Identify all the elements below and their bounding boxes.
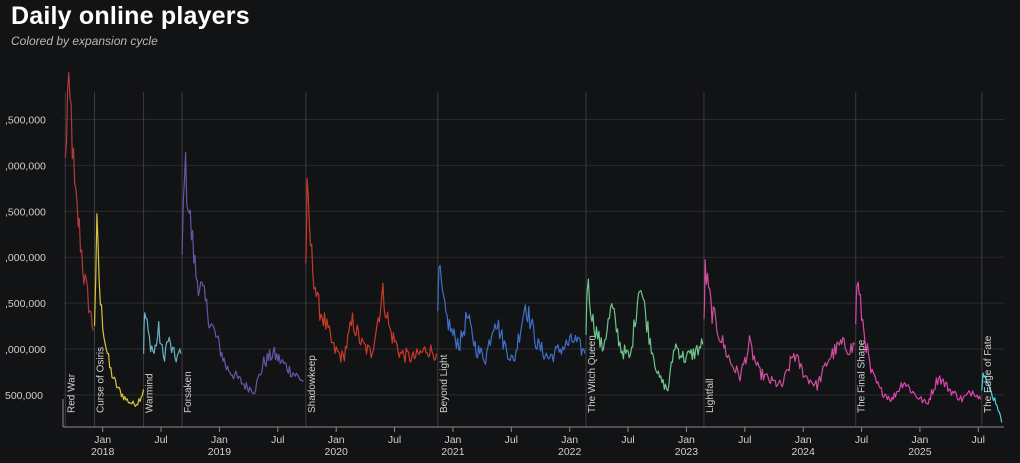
expansion-label: Beyond Light — [439, 354, 450, 413]
expansion-label: Lightfall — [705, 379, 716, 413]
x-tick-month: Jul — [738, 434, 751, 446]
series-line — [143, 312, 182, 363]
x-tick-year: 2019 — [208, 446, 232, 458]
x-tick-month: Jan — [795, 434, 812, 446]
x-tick-month: Jan — [211, 434, 228, 446]
x-tick-year: 2018 — [91, 446, 115, 458]
x-tick-year: 2020 — [325, 446, 349, 458]
x-tick-month: Jan — [678, 434, 695, 446]
y-tick-label: ,000,000 — [5, 252, 46, 264]
x-tick-month: Jan — [94, 434, 111, 446]
expansion-label: Red War — [66, 373, 77, 413]
x-tick-month: Jul — [621, 434, 634, 446]
y-axis: 500,000 ,000,000 ,500,000 ,000,000 ,500,000,… — [5, 115, 46, 402]
gridlines — [63, 119, 1004, 396]
x-tick-month: Jul — [855, 434, 868, 446]
chart-subtitle: Colored by expansion cycle — [11, 34, 158, 48]
expansion-labels: Red War Curse of Osiris Warmind Forsaken Sha… — [66, 335, 993, 413]
y-tick-label: ,000,000 — [5, 160, 46, 172]
expansion-label: Forsaken — [183, 371, 194, 413]
x-tick-month: Jul — [505, 434, 518, 446]
series-line — [585, 278, 704, 392]
y-tick-label: ,500,000 — [5, 298, 46, 310]
x-tick-month: Jan — [911, 434, 928, 446]
expansion-label: The Final Shape — [857, 339, 868, 413]
x-tick-year: 2021 — [441, 446, 465, 458]
chart-title: Daily online players — [11, 2, 250, 30]
x-tick-year: 2024 — [792, 446, 816, 458]
expansion-label: The Edge of Fate — [983, 335, 994, 413]
expansion-label: Warmind — [145, 373, 156, 413]
expansion-label: Shadowkeep — [307, 355, 318, 413]
y-tick-label: 500,000 — [5, 390, 43, 402]
x-tick-month: Jul — [972, 434, 985, 446]
series-line — [64, 71, 94, 331]
x-tick-year: 2023 — [675, 446, 699, 458]
x-tick-month: Jul — [388, 434, 401, 446]
series-line — [981, 372, 1003, 423]
x-tick-month: Jul — [154, 434, 167, 446]
series-line — [703, 259, 856, 391]
series-line — [305, 178, 438, 363]
expansion-label: The Witch Queen — [587, 335, 598, 413]
series-line — [855, 281, 982, 405]
expansion-markers — [64, 92, 983, 427]
series-line — [93, 213, 145, 407]
series-line — [181, 152, 304, 395]
x-tick-month: Jan — [328, 434, 345, 446]
y-tick-label: ,500,000 — [5, 206, 46, 218]
y-tick-label: ,500,000 — [5, 115, 46, 127]
series-line — [437, 264, 586, 365]
x-tick-year: 2022 — [558, 446, 582, 458]
expansion-label: Curse of Osiris — [96, 347, 107, 413]
x-tick-year: 2025 — [908, 446, 932, 458]
x-tick-month: Jul — [271, 434, 284, 446]
series-lines — [64, 71, 1003, 423]
x-tick-month: Jan — [561, 434, 578, 446]
y-tick-label: ,000,000 — [5, 344, 46, 356]
x-tick-month: Jan — [444, 434, 461, 446]
